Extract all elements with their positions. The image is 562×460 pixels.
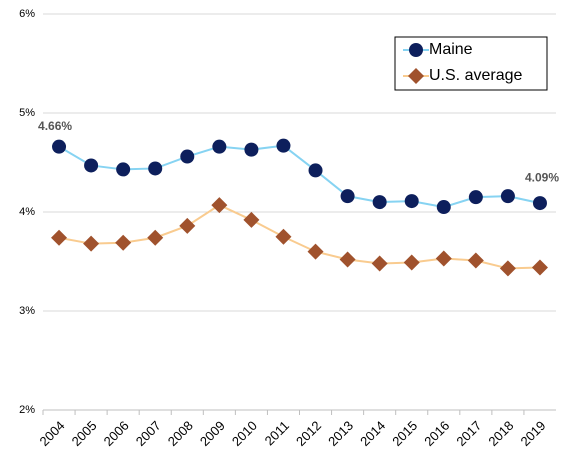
marker [404,194,419,209]
marker [115,234,132,251]
x-tick-label: 2011 [262,418,292,448]
x-tick-label: 2019 [517,418,548,449]
marker [52,139,67,154]
series-line [58,144,541,209]
series-line [58,203,540,270]
x-tick-label: 2010 [229,418,260,449]
x-tick-label: 2013 [325,418,356,449]
marker [275,228,292,245]
marker [179,217,196,234]
marker [147,229,164,246]
x-tick-label: 2012 [293,418,324,449]
y-tick-label: 5% [19,107,35,119]
marker [308,163,323,178]
marker [340,189,355,204]
marker [51,229,68,246]
marker [180,149,195,164]
marker [467,252,484,269]
marker [84,158,99,173]
marker [244,142,259,157]
y-tick-label: 2% [19,404,35,416]
marker [276,138,291,153]
y-tick-label: 6% [19,8,35,20]
marker [436,200,451,215]
marker [408,68,424,84]
x-tick-label: 2015 [389,418,420,449]
marker [83,235,100,252]
marker [531,259,548,276]
legend-box [394,36,548,91]
marker [307,243,324,260]
x-tick-label: 2009 [197,418,228,449]
marker [403,254,420,271]
marker [468,190,483,205]
x-tick-label: 2006 [101,418,132,449]
x-tick-label: 2016 [421,418,452,449]
marker [211,197,228,214]
marker [212,139,227,154]
x-tick-label: 2014 [357,418,388,449]
value-label: 4.09% [525,170,559,184]
y-tick-label: 3% [19,305,35,317]
x-tick-label: 2007 [133,418,164,449]
x-tick-label: 2005 [69,418,100,449]
marker [339,251,356,268]
x-tick-label: 2008 [165,418,196,449]
value-label: 4.66% [38,119,72,133]
x-tick-label: 2004 [37,418,68,449]
marker [499,260,516,277]
x-tick-label: 2017 [453,418,484,449]
marker [409,43,423,57]
marker [372,195,387,210]
marker [500,189,515,204]
legend-label: U.S. average [429,67,522,84]
x-tick-label: 2018 [485,418,516,449]
marker [435,250,452,267]
legend-label: Maine [429,41,473,58]
marker [532,196,547,211]
y-tick-label: 4% [19,206,35,218]
marker [243,211,260,228]
marker [371,255,388,272]
marker [116,162,131,177]
marker [148,161,163,176]
